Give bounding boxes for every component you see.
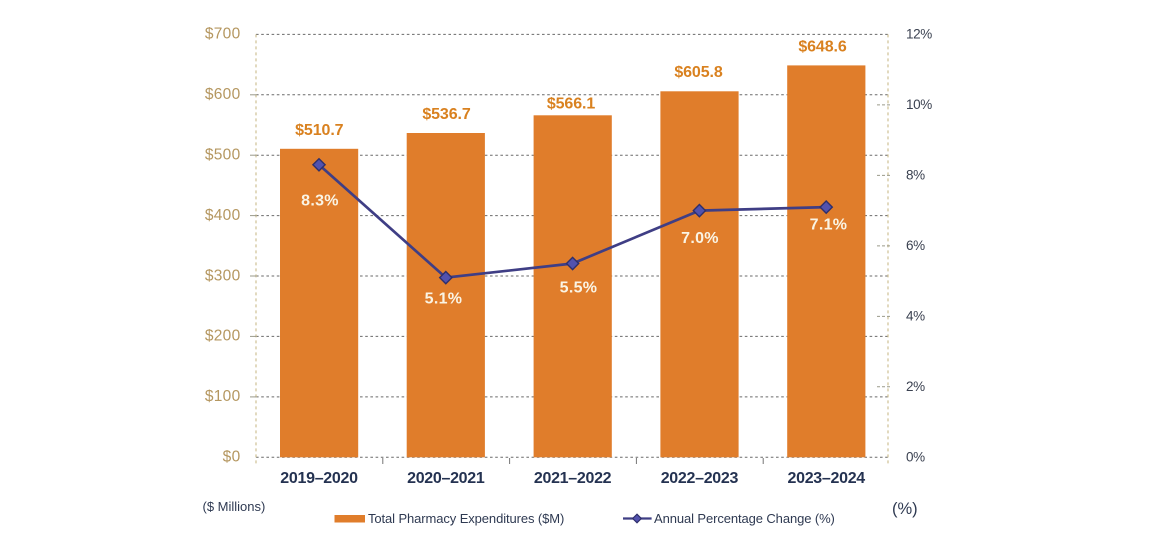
svg-text:2021–2022: 2021–2022: [534, 470, 612, 487]
svg-text:$536.7: $536.7: [422, 106, 471, 123]
svg-text:7.1%: 7.1%: [810, 216, 848, 233]
svg-text:$700: $700: [205, 26, 241, 43]
svg-text:2020–2021: 2020–2021: [407, 470, 485, 487]
svg-text:2023–2024: 2023–2024: [788, 470, 866, 487]
svg-text:Annual Percentage Change (%): Annual Percentage Change (%): [654, 511, 835, 526]
svg-text:$600: $600: [205, 86, 241, 103]
svg-text:12%: 12%: [906, 27, 932, 42]
svg-text:$566.1: $566.1: [547, 96, 596, 113]
svg-text:($ Millions): ($ Millions): [203, 499, 266, 514]
svg-text:$510.7: $510.7: [295, 122, 344, 139]
svg-text:2019–2020: 2019–2020: [280, 470, 358, 487]
svg-text:5.1%: 5.1%: [425, 290, 463, 307]
svg-text:$200: $200: [205, 328, 241, 345]
svg-text:0%: 0%: [906, 450, 925, 465]
svg-text:4%: 4%: [906, 309, 925, 324]
svg-text:7.0%: 7.0%: [681, 230, 719, 247]
svg-text:10%: 10%: [906, 97, 932, 112]
svg-text:6%: 6%: [906, 238, 925, 253]
svg-text:$100: $100: [205, 388, 241, 405]
svg-text:2022–2023: 2022–2023: [661, 470, 739, 487]
svg-text:2%: 2%: [906, 379, 925, 394]
svg-text:(%): (%): [892, 500, 918, 518]
svg-text:$0: $0: [223, 449, 241, 466]
svg-text:$300: $300: [205, 267, 241, 284]
svg-text:Total Pharmacy Expenditures ($: Total Pharmacy Expenditures ($M): [368, 511, 564, 526]
svg-text:$648.6: $648.6: [798, 39, 847, 56]
svg-text:8%: 8%: [906, 168, 925, 183]
svg-text:$400: $400: [205, 207, 241, 224]
svg-text:8.3%: 8.3%: [301, 192, 339, 209]
svg-text:$500: $500: [205, 147, 241, 164]
svg-text:5.5%: 5.5%: [560, 280, 598, 297]
svg-text:$605.8: $605.8: [674, 64, 723, 81]
